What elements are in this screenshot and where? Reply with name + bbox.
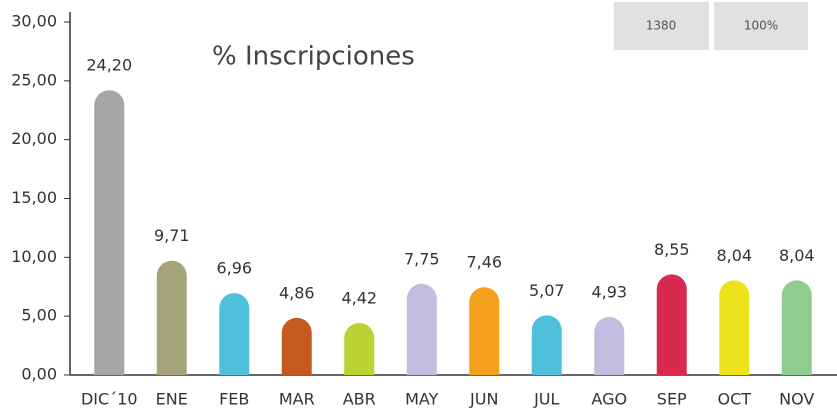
x-tick-label: AGO [591,390,627,409]
y-tick-label: 20,00 [11,129,57,148]
value-label: 9,71 [154,226,190,245]
info-text: 100% [744,19,778,33]
value-label: 4,86 [279,283,315,302]
x-tick-label: FEB [219,390,249,409]
value-label: 7,46 [466,253,502,272]
x-tick-label: MAY [405,390,439,409]
y-tick-label: 30,00 [11,12,57,31]
x-tick-label: ENE [156,390,188,409]
value-label: 5,07 [529,281,565,300]
info-box [614,2,709,50]
bar [406,283,437,375]
y-tick-label: 15,00 [11,188,57,207]
bar [156,260,187,375]
x-tick-label: DIC´10 [81,390,138,409]
value-label: 7,75 [404,249,440,268]
y-tick-label: 5,00 [21,306,57,325]
value-label: 6,96 [216,259,252,278]
bar [219,293,250,375]
x-tick-label: MAR [279,390,315,409]
x-tick-label: ABR [343,390,376,409]
info-box [714,2,808,50]
x-tick-label: NOV [779,390,814,409]
value-label: 4,42 [341,288,377,307]
x-tick-label: SEP [657,390,687,409]
x-tick-label: JUN [469,390,498,409]
y-tick-label: 10,00 [11,247,57,266]
bar [344,322,375,375]
x-tick-label: JUL [533,390,559,409]
bar [656,274,687,375]
value-label: 8,04 [779,246,815,265]
value-label: 8,55 [654,240,690,259]
x-tick-label: OCT [717,390,751,409]
info-text: 1380 [646,19,677,33]
bar [531,315,562,375]
value-label: 4,93 [591,282,627,301]
chart-title: % Inscripciones [212,42,415,72]
bar [781,280,812,375]
y-tick-label: 0,00 [21,365,57,384]
value-label: 24,20 [86,56,132,75]
bar [281,317,312,375]
bar [594,316,625,375]
bar [94,90,125,375]
y-tick-label: 25,00 [11,70,57,89]
bar [719,280,750,375]
value-label: 8,04 [716,246,752,265]
bar [469,287,500,375]
